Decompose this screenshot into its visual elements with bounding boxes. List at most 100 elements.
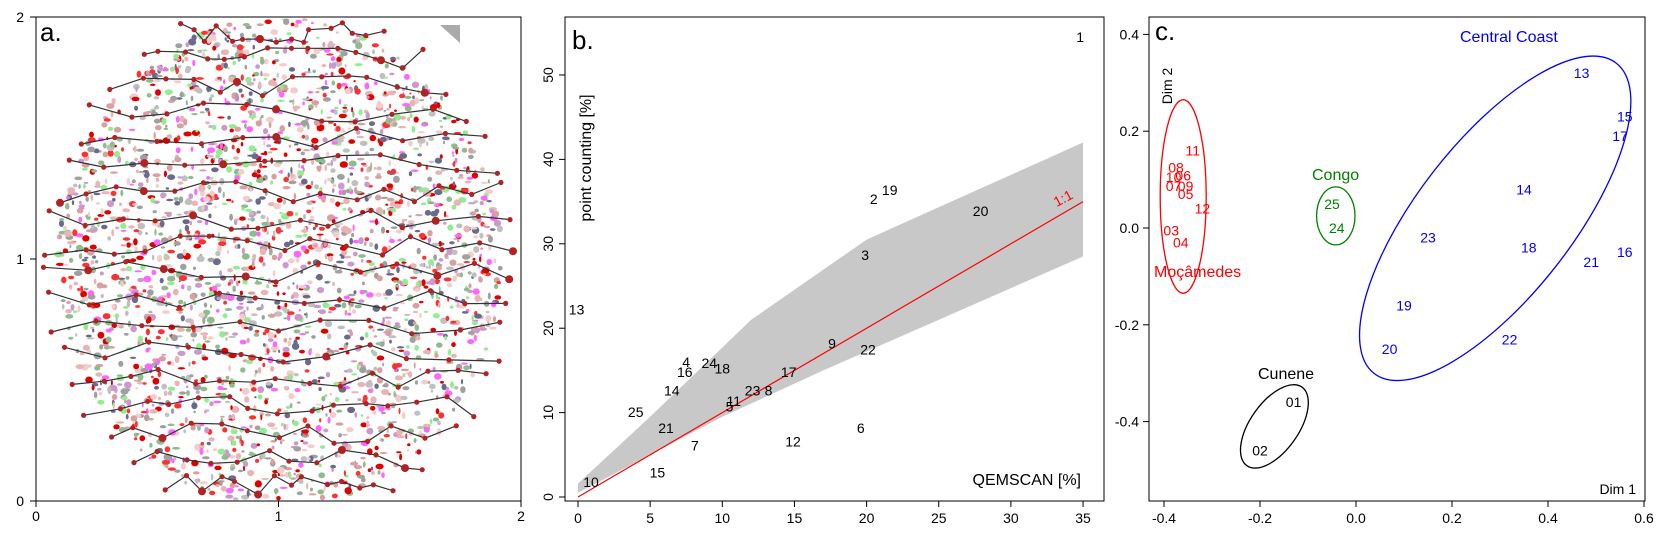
- mineral-grain: [77, 287, 80, 292]
- mineral-grain: [302, 249, 306, 252]
- mineral-grain: [126, 408, 131, 414]
- mineral-grain: [352, 239, 360, 244]
- mineral-grain: [468, 147, 474, 154]
- mineral-grain: [301, 448, 307, 452]
- mineral-grain: [429, 278, 436, 286]
- mineral-grain: [95, 202, 101, 205]
- mineral-grain: [373, 166, 376, 170]
- mineral-grain: [438, 296, 440, 300]
- mineral-grain: [72, 229, 78, 237]
- mineral-grain: [228, 414, 233, 420]
- traverse-point: [216, 378, 223, 384]
- mineral-grain: [260, 289, 269, 295]
- mineral-grain: [183, 118, 188, 126]
- traverse-point: [280, 359, 286, 365]
- mineral-grain: [85, 196, 89, 202]
- mineral-grain: [342, 207, 347, 211]
- mineral-grain: [358, 299, 365, 303]
- mineral-grain: [133, 238, 138, 246]
- mineral-grain: [324, 253, 328, 260]
- mineral-grain: [131, 296, 139, 304]
- mineral-grain: [182, 248, 187, 256]
- mineral-grain: [199, 169, 207, 172]
- mineral-grain: [139, 448, 143, 452]
- traverse-point: [128, 373, 134, 379]
- mineral-grain: [254, 329, 260, 333]
- mineral-grain: [146, 316, 152, 324]
- mineral-grain: [473, 235, 478, 239]
- mineral-grain: [427, 380, 431, 384]
- panel-a-y-tick-label: 0: [16, 493, 24, 509]
- mineral-grain: [347, 329, 353, 333]
- mineral-grain: [323, 48, 331, 53]
- mineral-grain: [209, 401, 214, 407]
- mineral-grain: [218, 472, 221, 476]
- mineral-grain: [95, 260, 99, 264]
- mineral-grain: [317, 376, 325, 380]
- mineral-grain: [224, 97, 227, 102]
- traverse-point: [307, 236, 313, 242]
- mineral-grain: [311, 379, 318, 384]
- mineral-grain: [55, 262, 65, 266]
- mineral-grain: [111, 273, 120, 281]
- mineral-grain: [150, 197, 155, 204]
- sample-point-label: 22: [860, 341, 876, 357]
- mineral-grain: [151, 403, 155, 407]
- mineral-grain: [395, 171, 399, 174]
- mineral-grain: [491, 301, 497, 308]
- panel-c-x-tick-label: 0.0: [1346, 510, 1366, 526]
- mineral-grain: [171, 160, 175, 164]
- traverse-point: [40, 264, 47, 270]
- mineral-grain: [220, 85, 224, 91]
- panel-c-y-tick-label: -0.2: [1115, 317, 1139, 333]
- mineral-grain: [289, 239, 294, 245]
- mineral-grain: [124, 381, 132, 389]
- mineral-grain: [400, 368, 409, 372]
- mineral-grain: [131, 96, 140, 102]
- mineral-grain: [307, 261, 312, 265]
- mineral-grain: [350, 272, 355, 276]
- mineral-grain: [161, 383, 167, 390]
- traverse-point: [158, 434, 167, 442]
- traverse-point: [244, 101, 250, 108]
- mineral-grain: [68, 275, 75, 280]
- traverse-point: [496, 358, 502, 364]
- mineral-grain: [256, 231, 261, 237]
- mineral-grain: [172, 288, 179, 296]
- mineral-grain: [82, 235, 90, 242]
- mineral-grain: [454, 330, 457, 336]
- mineral-grain: [397, 238, 402, 242]
- traverse-point: [155, 366, 161, 373]
- mineral-grain: [218, 241, 227, 246]
- mineral-grain: [421, 379, 428, 385]
- mineral-grain: [306, 192, 311, 197]
- mineral-grain: [231, 144, 235, 150]
- mineral-grain: [403, 73, 410, 80]
- mineral-grain: [336, 31, 339, 34]
- mineral-grain: [240, 93, 244, 98]
- mineral-grain: [405, 433, 408, 440]
- panel-a-x-tick-label: 1: [275, 508, 283, 524]
- mineral-grain: [223, 331, 229, 336]
- mineral-grain: [364, 181, 370, 187]
- mineral-grain: [206, 176, 211, 180]
- mineral-grain: [336, 82, 342, 90]
- traverse-point: [497, 319, 503, 325]
- mineral-grain: [98, 391, 103, 396]
- mineral-grain: [310, 215, 314, 220]
- mineral-grain: [372, 49, 375, 55]
- mineral-grain: [333, 123, 337, 127]
- mineral-grain: [349, 186, 352, 192]
- mineral-grain: [295, 257, 300, 263]
- traverse-point: [272, 133, 281, 141]
- traverse-point: [162, 487, 168, 493]
- mineral-grain: [59, 218, 65, 221]
- mineral-grain: [392, 122, 398, 127]
- traverse-point: [430, 106, 436, 112]
- mineral-grain: [212, 45, 217, 51]
- mineral-grain: [364, 331, 369, 339]
- traverse-point: [102, 355, 108, 361]
- mineral-grain: [156, 74, 163, 78]
- mineral-grain: [315, 36, 320, 39]
- mineral-grain: [201, 204, 205, 211]
